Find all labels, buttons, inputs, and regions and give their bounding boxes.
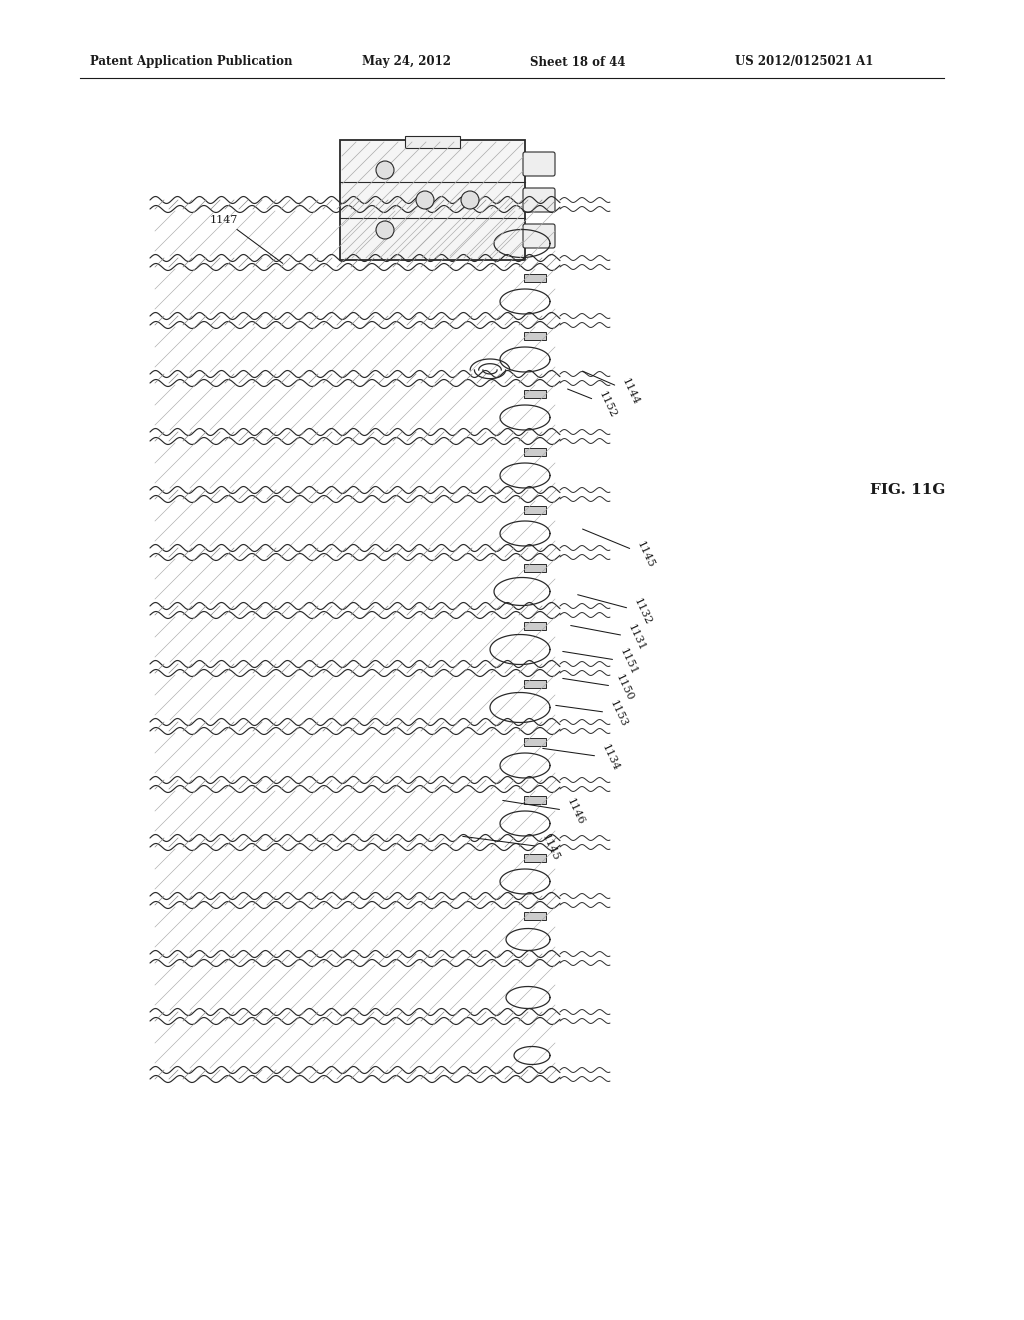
Text: 1134: 1134 [543, 743, 622, 774]
FancyBboxPatch shape [340, 140, 525, 260]
Bar [524, 680, 546, 688]
Text: 1152: 1152 [567, 389, 618, 420]
Bar [524, 507, 546, 515]
Bar [524, 275, 546, 282]
Bar [524, 565, 546, 573]
Circle shape [376, 161, 394, 180]
Bar [524, 449, 546, 457]
Text: US 2012/0125021 A1: US 2012/0125021 A1 [735, 55, 873, 69]
Circle shape [461, 191, 479, 209]
Text: 1144: 1144 [583, 371, 641, 407]
FancyBboxPatch shape [523, 224, 555, 248]
FancyBboxPatch shape [523, 152, 555, 176]
Text: 1145: 1145 [463, 833, 561, 863]
Text: 1132: 1132 [578, 595, 653, 627]
Text: 1150: 1150 [563, 673, 635, 704]
Text: 1145: 1145 [583, 529, 656, 570]
Bar [524, 333, 546, 341]
Text: 1151: 1151 [563, 647, 639, 677]
Bar [524, 796, 546, 804]
Text: FIG. 11G: FIG. 11G [870, 483, 945, 498]
FancyBboxPatch shape [523, 187, 555, 213]
Text: Patent Application Publication: Patent Application Publication [90, 55, 293, 69]
Text: Sheet 18 of 44: Sheet 18 of 44 [530, 55, 626, 69]
Bar [524, 622, 546, 630]
Circle shape [416, 191, 434, 209]
Bar [524, 391, 546, 399]
Text: 1146: 1146 [503, 797, 586, 828]
Text: 1147: 1147 [210, 215, 283, 264]
Text: 1153: 1153 [556, 700, 629, 729]
Text: May 24, 2012: May 24, 2012 [362, 55, 451, 69]
Bar [404, 136, 460, 148]
Circle shape [376, 220, 394, 239]
Text: 1131: 1131 [570, 623, 647, 653]
Bar [524, 912, 546, 920]
Bar [524, 854, 546, 862]
Bar [524, 738, 546, 746]
